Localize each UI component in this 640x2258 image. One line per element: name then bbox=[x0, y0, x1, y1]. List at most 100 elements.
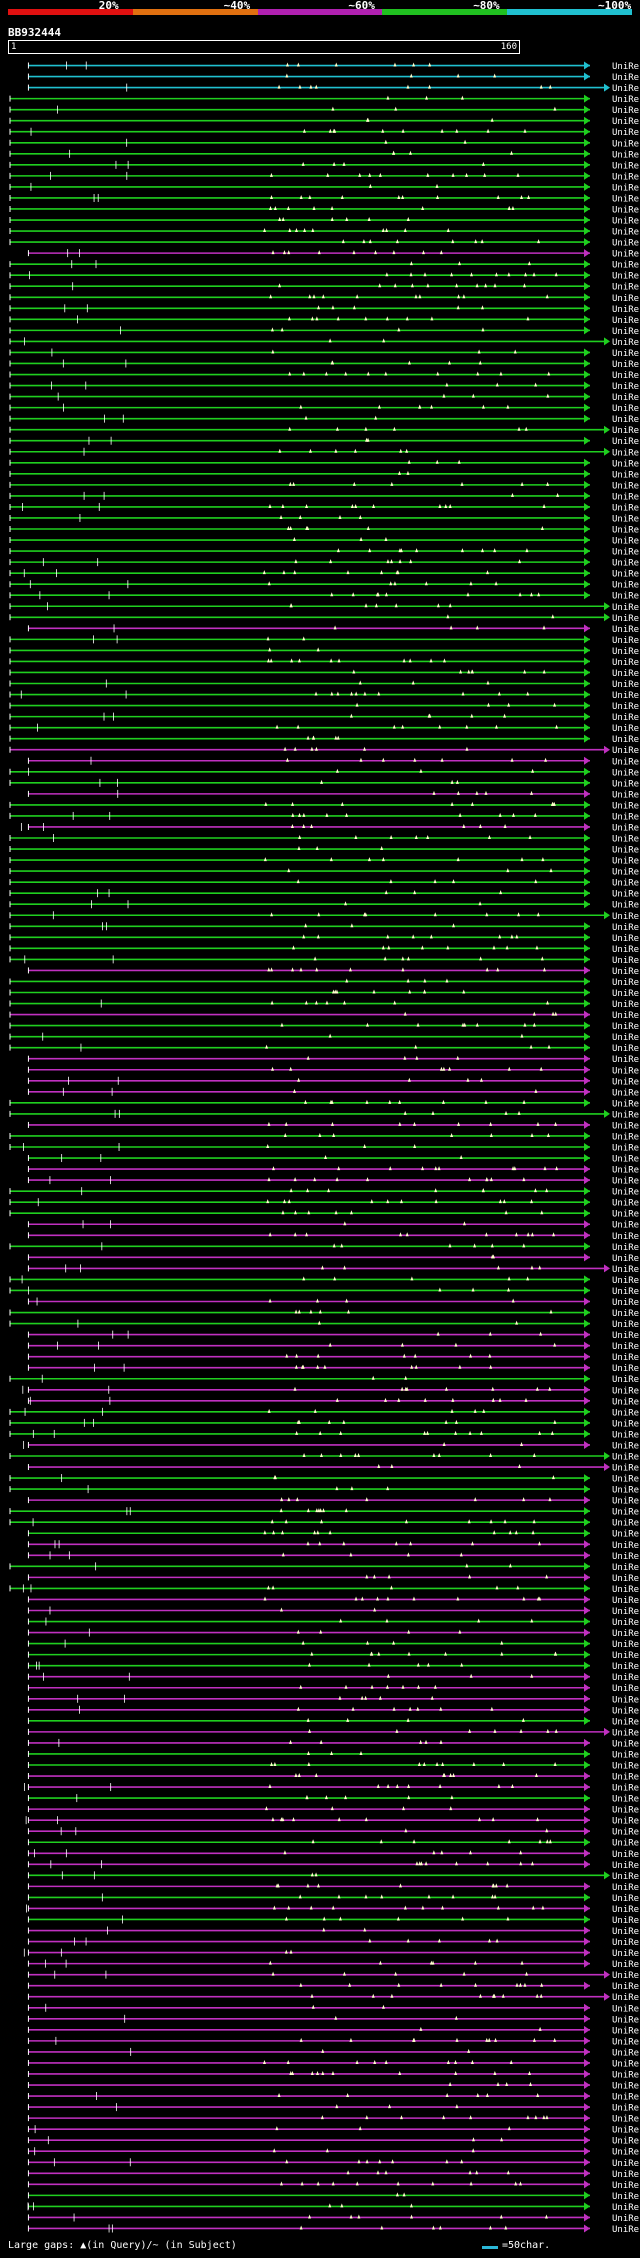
hit-id-label[interactable]: UniRef100_A9S7U4 bbox=[612, 1806, 640, 1816]
hit-id-label[interactable]: UniRef100_Q9XIL9 bbox=[612, 1927, 640, 1937]
hit-id-label[interactable]: UniRef100_Q94ES3 bbox=[612, 1144, 640, 1154]
hit-id-label[interactable]: UniRef100_Q9S0F5 bbox=[612, 691, 640, 701]
hit-id-label[interactable]: UniRef100_B9RLU7 bbox=[612, 1530, 640, 1540]
hit-id-label[interactable]: UniRef100_UP1000... bbox=[612, 857, 640, 867]
hit-id-label[interactable]: UniRef100_B3M929 bbox=[612, 1541, 640, 1551]
hit-id-label[interactable]: UniRef100_UP1000... bbox=[612, 1717, 640, 1727]
hit-id-label[interactable]: UniRef100_Q41645 bbox=[612, 1773, 640, 1783]
hit-id-label[interactable]: UniRef100_UP1000... bbox=[612, 1706, 640, 1716]
hit-id-label[interactable]: UniRef100_B8AD04 bbox=[612, 1795, 640, 1805]
hit-id-label[interactable]: UniRef100_Q7M127 bbox=[612, 1552, 640, 1562]
hit-id-label[interactable]: UniRef100_B9HBD6 bbox=[612, 1497, 640, 1507]
hit-id-label[interactable]: UniRef100_B4HTT6 bbox=[612, 2203, 640, 2213]
hit-id-label[interactable]: UniRef100_UP1000... bbox=[612, 1177, 640, 1187]
hit-id-label[interactable]: UniRef100_Q43585 bbox=[612, 1839, 640, 1849]
hit-id-label[interactable]: UniRef100_O7900E bbox=[612, 503, 640, 513]
hit-id-label[interactable]: UniRef100_Q40793 bbox=[612, 1309, 640, 1319]
hit-id-label[interactable]: UniRef100_Q29QD2 bbox=[612, 2059, 640, 2069]
hit-id-label[interactable]: UniRef100_A7PES6 bbox=[612, 1673, 640, 1683]
hit-id-label[interactable]: UniRef100_Q01946 bbox=[612, 470, 640, 480]
hit-id-label[interactable]: UniRef100_Q9X9E0 bbox=[612, 95, 640, 105]
hit-id-label[interactable]: UniRef100_Q01944 bbox=[612, 526, 640, 536]
hit-id-label[interactable]: UniRef100_C3ZWW5 bbox=[612, 1894, 640, 1904]
hit-id-label[interactable]: UniRef100_C3Y4Y2 bbox=[612, 2070, 640, 2080]
hit-id-label[interactable]: UniRef100_B9N9D4 bbox=[612, 801, 640, 811]
hit-id-label[interactable]: UniRef100_Q40146 bbox=[612, 923, 640, 933]
hit-id-label[interactable]: UniRef100_Q2A9D2 bbox=[612, 1320, 640, 1330]
hit-id-label[interactable]: UniRef100_Q9M6R7 bbox=[612, 393, 640, 403]
hit-id-label[interactable]: UniRef100_Q01186 bbox=[612, 1585, 640, 1595]
hit-id-label[interactable]: UniRef100_Q05760 bbox=[612, 239, 640, 249]
hit-id-label[interactable]: UniRef100_Q76KW3 bbox=[612, 669, 640, 679]
hit-id-label[interactable]: UniRef100_Q6VUG3 bbox=[612, 305, 640, 315]
hit-id-label[interactable]: UniRef100_Q39599 bbox=[612, 426, 640, 436]
hit-id-label[interactable]: UniRef100_Q304C4 bbox=[612, 735, 640, 745]
hit-id-label[interactable]: UniRef100_Q07PB7 bbox=[612, 1728, 640, 1738]
hit-id-label[interactable]: UniRef100_Q94ES5 bbox=[612, 1077, 640, 1087]
hit-id-label[interactable]: UniRef100_Q9S8M0 bbox=[612, 1982, 640, 1992]
hit-id-label[interactable]: UniRef100_B9RNJ0 bbox=[612, 1254, 640, 1264]
hit-id-label[interactable]: UniRef100_Q01AC1 bbox=[612, 2015, 640, 2025]
hit-id-label[interactable]: UniRef100_C4R476 bbox=[612, 1905, 640, 1915]
hit-id-label[interactable]: UniRef100_Q4LB97 bbox=[612, 680, 640, 690]
hit-id-label[interactable]: UniRef100_Q41400 bbox=[612, 1099, 640, 1109]
hit-id-label[interactable]: UniRef100_B5DR41 bbox=[612, 1695, 640, 1705]
hit-id-label[interactable]: UniRef100_Q24099 bbox=[612, 1861, 640, 1871]
hit-id-label[interactable]: UniRef100_Q3ECC3 bbox=[612, 724, 640, 734]
hit-id-label[interactable]: UniRef100_Q43586 bbox=[612, 1419, 640, 1429]
hit-id-label[interactable]: UniRef100_Q9FZK6 bbox=[612, 989, 640, 999]
hit-id-label[interactable]: UniRef100_B91KD0 bbox=[612, 1331, 640, 1341]
hit-id-label[interactable]: UniRef100_Q2A9D1 bbox=[612, 812, 640, 822]
hit-id-label[interactable]: UniRef100_Q7DMV8 bbox=[612, 790, 640, 800]
hit-id-label[interactable]: UniRef100_C5Z8G8 bbox=[612, 1353, 640, 1363]
hit-id-label[interactable]: UniRef100_C6TK91 bbox=[612, 250, 640, 260]
hit-id-label[interactable]: UniRef100_B5G8N7 bbox=[612, 1960, 640, 1970]
hit-id-label[interactable]: UniRef100_Q9VA46 bbox=[612, 1761, 640, 1771]
hit-id-label[interactable]: UniRef100_Q9M1G9 bbox=[612, 901, 640, 911]
hit-id-label[interactable]: UniRef100_Q40503 bbox=[612, 592, 640, 602]
hit-id-label[interactable]: UniRef100_B9NA09 bbox=[612, 757, 640, 767]
hit-id-label[interactable]: UniRef100_Q40768 bbox=[612, 338, 640, 348]
hit-id-label[interactable]: UniRef100_A9SW33 bbox=[612, 1441, 640, 1451]
hit-id-label[interactable]: UniRef100_Q9C668 bbox=[612, 868, 640, 878]
hit-id-label[interactable]: UniRef100_Q43687 bbox=[612, 205, 640, 215]
hit-id-label[interactable]: UniRef100_Q9FG07 bbox=[612, 1386, 640, 1396]
hit-id-label[interactable]: UniRef100_Q48809 bbox=[612, 1243, 640, 1253]
hit-id-label[interactable]: UniRef100_Q010M7 bbox=[612, 1850, 640, 1860]
hit-id-label[interactable]: UniRef100_C3VPW8 bbox=[612, 1607, 640, 1617]
hit-id-label[interactable]: UniRef100_Q39600 bbox=[612, 117, 640, 127]
hit-id-label[interactable]: UniRef100_Q4A227 bbox=[612, 1640, 640, 1650]
hit-id-label[interactable]: UniRef100_UP1000... bbox=[612, 1993, 640, 2003]
hit-id-label[interactable]: UniRef100_Q9FHZ6 bbox=[612, 1221, 640, 1231]
hit-id-label[interactable]: UniRef100_Q04217 bbox=[612, 1000, 640, 1010]
hit-id-label[interactable]: UniRef100_Q01945 bbox=[612, 327, 640, 337]
hit-id-label[interactable]: UniRef100_Q8C669 bbox=[612, 846, 640, 856]
hit-id-label[interactable]: UniRef100_A7XQ02 bbox=[612, 1883, 640, 1893]
hit-id-label[interactable]: UniRef100_B9N807 bbox=[612, 702, 640, 712]
hit-id-label[interactable]: UniRef100_Q94ES9 bbox=[612, 1055, 640, 1065]
hit-id-label[interactable]: UniRef100_Q9H9E1 bbox=[612, 161, 640, 171]
hit-id-label[interactable]: UniRef100_Q43582 bbox=[612, 139, 640, 149]
hit-id-label[interactable]: UniRef100_B9H7Q5 bbox=[612, 349, 640, 359]
hit-id-label[interactable]: UniRef100_Q9FS16 bbox=[612, 492, 640, 502]
hit-id-label[interactable]: UniRef100_A5B8P2 bbox=[612, 2026, 640, 2036]
hit-id-label[interactable]: UniRef100_Q9STN1 bbox=[612, 1210, 640, 1220]
hit-id-label[interactable]: UniRef100_C5NKF6 bbox=[612, 2004, 640, 2014]
hit-id-label[interactable]: UniRef100_Q82066 bbox=[612, 1430, 640, 1440]
hit-id-label[interactable]: UniRef100_UP1000... bbox=[612, 1508, 640, 1518]
hit-id-label[interactable]: UniRef100_UP1000... bbox=[612, 1916, 640, 1926]
hit-id-label[interactable]: UniRef100_Q9LJK0 bbox=[612, 945, 640, 955]
hit-id-label[interactable]: UniRef100_B9S0B0 bbox=[612, 261, 640, 271]
hit-id-label[interactable]: UniRef100_Q38913-2 bbox=[612, 768, 640, 778]
hit-id-label[interactable]: UniRef100_Q94BY6 bbox=[612, 1750, 640, 1760]
hit-id-label[interactable]: UniRef100_UP1000... bbox=[612, 2093, 640, 2103]
hit-id-label[interactable]: UniRef100_Q06446 bbox=[612, 415, 640, 425]
hit-id-label[interactable]: UniRef100_Q9ZUC3 bbox=[612, 912, 640, 922]
hit-id-label[interactable]: UniRef100_A9SB04 bbox=[612, 1971, 640, 1981]
hit-id-label[interactable]: UniRef100_B91LJ5 bbox=[612, 1486, 640, 1496]
hit-id-label[interactable]: UniRef100_A0N015 bbox=[612, 2037, 640, 2047]
hit-id-label[interactable]: UniRef100_Q94ES7 bbox=[612, 1232, 640, 1242]
hit-id-label[interactable]: UniRef100_Q5BH48 bbox=[612, 2048, 640, 2058]
hit-id-label[interactable]: UniRef100_Q9STM7 bbox=[612, 1044, 640, 1054]
hit-id-label[interactable]: UniRef100_Q01942 bbox=[612, 382, 640, 392]
